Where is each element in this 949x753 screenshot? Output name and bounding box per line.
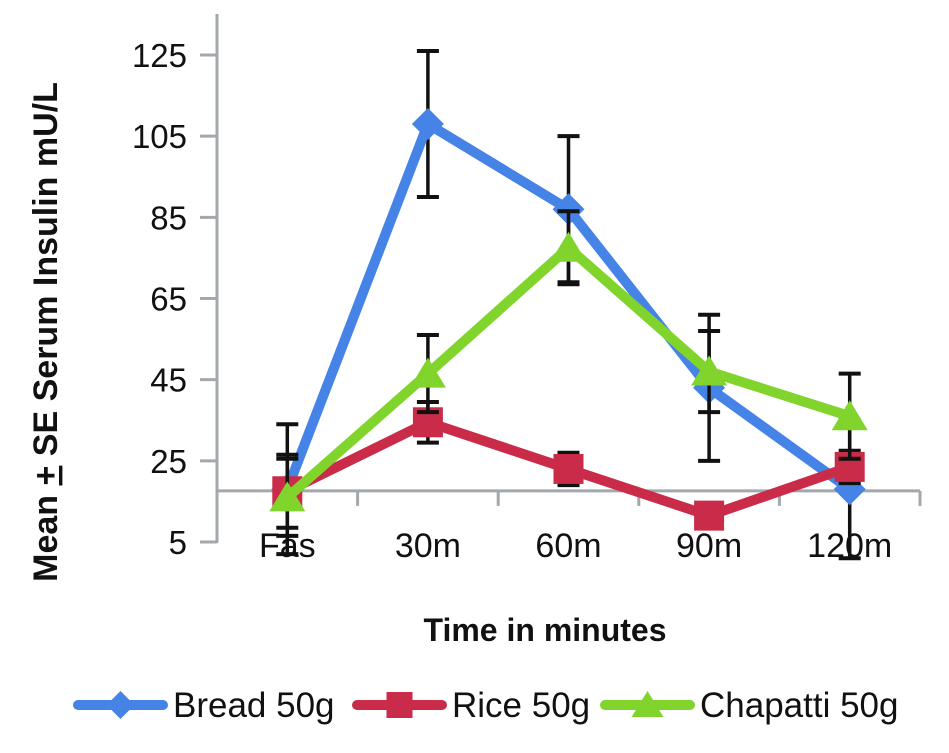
y-tick-label: 105 — [132, 118, 187, 155]
diamond-marker — [552, 193, 585, 226]
legend-item-bread-50g: Bread 50g — [73, 686, 335, 725]
legend-label: Chapatti 50g — [700, 686, 898, 725]
square-marker — [553, 453, 584, 484]
triangle-marker — [831, 400, 868, 431]
x-axis-title: Time in minutes — [423, 612, 666, 648]
triangle-marker — [550, 231, 587, 262]
y-axis-title-plus: + — [27, 466, 65, 486]
legend: Bread 50g Rice 50g Chapatti 50g — [73, 686, 898, 725]
legend-label: Rice 50g — [452, 686, 590, 725]
triangle-marker — [409, 357, 446, 388]
y-tick-label: 45 — [150, 362, 187, 399]
y-axis-title-suffix: SE Serum Insulin mU/L — [27, 82, 65, 466]
series-chapatti-50g — [269, 209, 868, 538]
square-marker — [694, 500, 725, 531]
triangle-marker — [269, 481, 306, 512]
legend-item-chapatti-50g: Chapatti 50g — [600, 686, 898, 725]
legend-label: Bread 50g — [173, 686, 335, 725]
y-tick-label: 85 — [150, 199, 187, 236]
legend-item-rice-50g: Rice 50g — [352, 686, 590, 725]
diamond-marker — [411, 107, 444, 140]
y-tick-label: 125 — [132, 37, 187, 74]
y-axis-title: Mean + SE Serum Insulin mU/L — [27, 82, 65, 582]
legend-triangle-icon — [631, 691, 664, 717]
series-rice-50g — [272, 399, 865, 531]
y-tick-label: 5 — [169, 524, 187, 561]
x-tick-label: 30m — [395, 527, 461, 565]
x-tick-label: 90m — [676, 527, 742, 565]
triangle-marker — [691, 355, 728, 386]
legend-square-icon — [386, 692, 413, 718]
x-tick-label: 60m — [535, 527, 601, 565]
y-tick-label: 65 — [150, 281, 187, 318]
y-axis-title-prefix: Mean — [27, 486, 65, 582]
legend-diamond-icon — [106, 691, 135, 719]
y-tick-label: 25 — [150, 443, 187, 480]
